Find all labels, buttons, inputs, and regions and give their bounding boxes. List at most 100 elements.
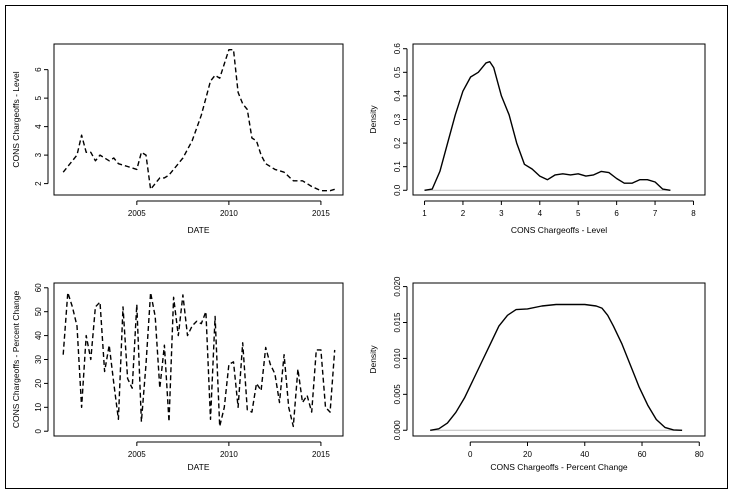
figure-frame xyxy=(5,5,728,489)
data-point xyxy=(664,427,665,428)
data-point xyxy=(196,321,197,322)
data-point xyxy=(274,169,275,170)
data-point xyxy=(647,179,648,180)
data-point xyxy=(334,349,335,350)
plot-box xyxy=(53,43,344,196)
data-point xyxy=(228,49,229,50)
data-point xyxy=(656,419,657,420)
data-point xyxy=(233,361,234,362)
data-point xyxy=(288,407,289,408)
data-point xyxy=(256,140,257,141)
y-tick-label: 0.020 xyxy=(393,276,402,297)
x-axis-title: DATE xyxy=(187,225,209,235)
x-tick-label: 8 xyxy=(691,209,696,218)
data-point xyxy=(214,75,215,76)
y-tick-label: 0.6 xyxy=(393,43,402,55)
data-point xyxy=(265,163,266,164)
data-point xyxy=(541,305,542,306)
data-point xyxy=(462,91,463,92)
data-point xyxy=(302,180,303,181)
data-point xyxy=(242,103,243,104)
x-tick-label: 60 xyxy=(638,450,647,459)
data-point xyxy=(251,137,252,138)
y-axis-title: Density xyxy=(368,345,378,374)
data-point xyxy=(72,306,73,307)
data-point xyxy=(493,67,494,68)
data-point xyxy=(113,383,114,384)
data-point xyxy=(214,316,215,317)
x-axis-title: DATE xyxy=(187,462,209,472)
data-point xyxy=(145,155,146,156)
x-axis-title: CONS Chargeoffs - Level xyxy=(511,225,607,235)
series-line xyxy=(424,61,671,191)
data-point xyxy=(242,342,243,343)
x-tick-label: 7 xyxy=(653,209,658,218)
data-point xyxy=(647,405,648,406)
data-point xyxy=(515,309,516,310)
data-point xyxy=(90,359,91,360)
data-point xyxy=(127,166,128,167)
data-point xyxy=(164,177,165,178)
data-point xyxy=(302,402,303,403)
data-point xyxy=(219,78,220,79)
data-point xyxy=(424,190,425,191)
data-point xyxy=(86,152,87,153)
data-point xyxy=(136,169,137,170)
y-tick-label: 0.005 xyxy=(393,384,402,405)
y-tick-label: 40 xyxy=(34,331,43,340)
data-point xyxy=(99,302,100,303)
data-point xyxy=(508,114,509,115)
data-point xyxy=(95,306,96,307)
y-tick-label: 0.010 xyxy=(393,348,402,369)
y-tick-label: 0.5 xyxy=(393,66,402,78)
data-point xyxy=(132,388,133,389)
data-point xyxy=(178,335,179,336)
series-line xyxy=(430,303,683,431)
x-tick-label: 3 xyxy=(499,209,504,218)
data-point xyxy=(136,304,137,305)
data-point xyxy=(141,152,142,153)
data-point xyxy=(662,189,663,190)
data-point xyxy=(447,422,448,423)
data-point xyxy=(141,421,142,422)
y-tick-label: 0.2 xyxy=(393,137,402,149)
data-point xyxy=(274,373,275,374)
data-point xyxy=(210,80,211,81)
data-point xyxy=(173,297,174,298)
data-point xyxy=(118,163,119,164)
data-point xyxy=(311,411,312,412)
data-point xyxy=(498,325,499,326)
data-point xyxy=(90,152,91,153)
y-tick-label: 50 xyxy=(34,307,43,316)
data-point xyxy=(562,173,563,174)
data-point xyxy=(224,63,225,64)
data-point xyxy=(293,180,294,181)
data-point xyxy=(270,364,271,365)
y-tick-label: 60 xyxy=(34,283,43,292)
data-point xyxy=(527,308,528,309)
data-point xyxy=(613,325,614,326)
data-point xyxy=(283,354,284,355)
data-point xyxy=(205,311,206,312)
data-point xyxy=(607,315,608,316)
x-tick-label: 2005 xyxy=(128,450,146,459)
data-point xyxy=(325,407,326,408)
data-point xyxy=(320,190,321,191)
data-point xyxy=(297,368,298,369)
x-tick-label: 2010 xyxy=(220,209,238,218)
data-point xyxy=(187,335,188,336)
y-tick-label: 6 xyxy=(34,67,43,72)
data-point xyxy=(555,174,556,175)
data-point xyxy=(76,325,77,326)
data-point xyxy=(596,305,597,306)
data-point xyxy=(256,383,257,384)
data-point xyxy=(145,364,146,365)
y-tick-label: 0.015 xyxy=(393,312,402,333)
data-point xyxy=(210,419,211,420)
data-point xyxy=(320,349,321,350)
data-point xyxy=(578,173,579,174)
plot-4: 0 20 40 60 80 0.000 0.005 0.010 0.015 0.020 CONS C… xyxy=(368,276,706,472)
data-point xyxy=(150,292,151,293)
data-point xyxy=(639,387,640,388)
